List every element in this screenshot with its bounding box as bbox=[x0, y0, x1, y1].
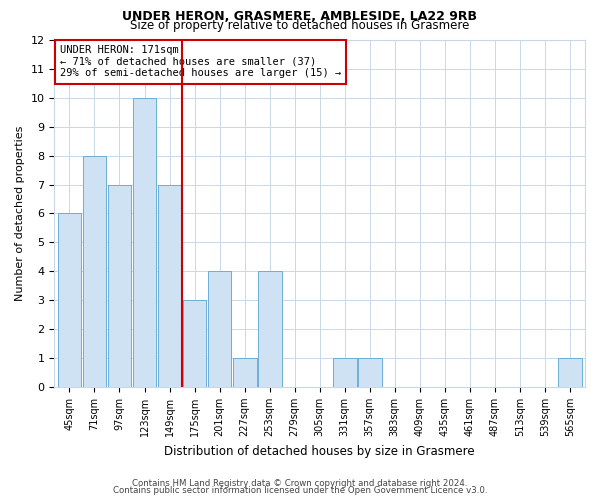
Text: Size of property relative to detached houses in Grasmere: Size of property relative to detached ho… bbox=[130, 19, 470, 32]
Bar bbox=[208, 272, 232, 387]
Y-axis label: Number of detached properties: Number of detached properties bbox=[15, 126, 25, 301]
Bar bbox=[107, 184, 131, 387]
Text: UNDER HERON: 171sqm
← 71% of detached houses are smaller (37)
29% of semi-detach: UNDER HERON: 171sqm ← 71% of detached ho… bbox=[60, 45, 341, 78]
Bar bbox=[58, 214, 82, 387]
Bar bbox=[233, 358, 257, 387]
Bar bbox=[258, 272, 281, 387]
X-axis label: Distribution of detached houses by size in Grasmere: Distribution of detached houses by size … bbox=[164, 444, 475, 458]
Bar bbox=[158, 184, 181, 387]
Text: Contains public sector information licensed under the Open Government Licence v3: Contains public sector information licen… bbox=[113, 486, 487, 495]
Bar bbox=[182, 300, 206, 387]
Bar bbox=[358, 358, 382, 387]
Text: UNDER HERON, GRASMERE, AMBLESIDE, LA22 9RB: UNDER HERON, GRASMERE, AMBLESIDE, LA22 9… bbox=[122, 10, 478, 23]
Text: Contains HM Land Registry data © Crown copyright and database right 2024.: Contains HM Land Registry data © Crown c… bbox=[132, 478, 468, 488]
Bar bbox=[133, 98, 157, 387]
Bar bbox=[333, 358, 356, 387]
Bar bbox=[558, 358, 582, 387]
Bar bbox=[83, 156, 106, 387]
